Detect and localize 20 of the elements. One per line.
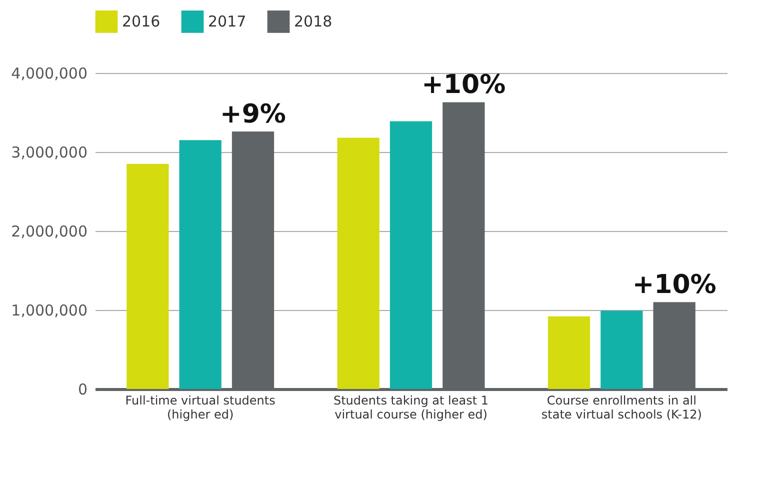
y-tick-label: 0	[78, 380, 88, 398]
annotation: +10%	[422, 70, 506, 100]
bar	[548, 316, 590, 389]
y-tick-label: 3,000,000	[11, 144, 88, 162]
legend-label: 2018	[294, 12, 332, 31]
y-tick-label: 2,000,000	[11, 222, 88, 240]
x-tick-label: Course enrollments in all state virtual schools (K-12)	[541, 394, 702, 422]
annotation: +10%	[632, 270, 716, 300]
y-tick-label: 1,000,000	[11, 302, 88, 320]
annotation: +9%	[220, 99, 286, 130]
x-tick-label: Full-time virtual students (higher ed)	[125, 394, 276, 422]
y-tick-label: 4,000,000	[11, 64, 88, 82]
bar	[179, 140, 222, 389]
bar	[390, 121, 432, 389]
legend-label: 2016	[122, 12, 160, 31]
bar	[600, 310, 643, 389]
bar	[337, 138, 380, 389]
bar	[126, 164, 169, 389]
x-tick-label: Students taking at least 1 virtual course (higher ed)	[333, 394, 489, 422]
legend-label: 2017	[208, 12, 246, 31]
